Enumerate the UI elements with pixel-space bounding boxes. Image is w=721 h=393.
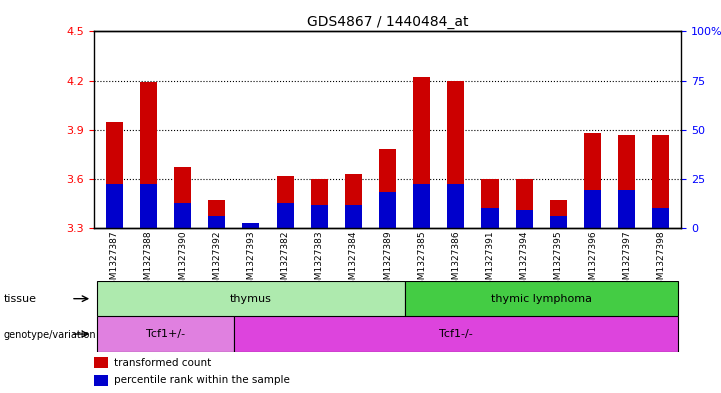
Bar [174,203,191,228]
Title: GDS4867 / 1440484_at: GDS4867 / 1440484_at [307,15,468,29]
Text: GSM1327390: GSM1327390 [178,231,187,291]
Text: thymus: thymus [230,294,272,304]
Text: GSM1327394: GSM1327394 [520,231,528,291]
Text: GSM1327392: GSM1327392 [212,231,221,291]
Text: thymic lymphoma: thymic lymphoma [491,294,592,304]
Text: percentile rank within the sample: percentile rank within the sample [115,375,290,386]
Text: genotype/variation: genotype/variation [4,330,96,340]
Text: GSM1327396: GSM1327396 [588,231,597,291]
Bar [208,217,225,228]
Bar [413,77,430,228]
Bar [413,184,430,228]
Bar [618,134,635,228]
Bar [242,223,260,228]
Text: GSM1327387: GSM1327387 [110,231,119,291]
Bar [311,205,328,228]
Bar [550,200,567,228]
Text: GSM1327386: GSM1327386 [451,231,461,291]
Bar [584,190,601,228]
Bar [94,357,108,368]
Text: GSM1327389: GSM1327389 [383,231,392,291]
Bar [234,316,678,352]
Bar [447,184,464,228]
Bar [94,375,108,386]
Text: GSM1327388: GSM1327388 [144,231,153,291]
Text: GSM1327383: GSM1327383 [314,231,324,291]
Bar [653,208,669,228]
Text: GSM1327391: GSM1327391 [485,231,495,291]
Bar [516,179,533,228]
Bar [242,223,260,228]
Bar [345,174,362,228]
Text: Tcf1+/-: Tcf1+/- [146,329,185,339]
Bar [311,179,328,228]
Text: GSM1327382: GSM1327382 [280,231,290,291]
Text: GSM1327384: GSM1327384 [349,231,358,291]
Bar [379,192,396,228]
Bar [106,121,123,228]
Text: GSM1327398: GSM1327398 [656,231,665,291]
Text: transformed count: transformed count [115,358,211,368]
Bar [97,316,234,352]
Bar [482,208,498,228]
Text: GSM1327395: GSM1327395 [554,231,563,291]
Bar [174,167,191,228]
Text: GSM1327393: GSM1327393 [247,231,255,291]
Bar [618,190,635,228]
Bar [277,203,293,228]
Bar [208,200,225,228]
Bar [482,179,498,228]
Text: Tcf1-/-: Tcf1-/- [439,329,473,339]
Bar [653,134,669,228]
Bar [106,184,123,228]
Bar [379,149,396,228]
Text: GSM1327385: GSM1327385 [417,231,426,291]
Text: GSM1327397: GSM1327397 [622,231,631,291]
Bar [345,205,362,228]
Bar [140,184,157,228]
Bar [97,281,404,316]
Bar [516,210,533,228]
Bar [550,217,567,228]
Bar [584,133,601,228]
Bar [404,281,678,316]
Bar [447,81,464,228]
Text: tissue: tissue [4,294,37,305]
Bar [140,82,157,228]
Bar [277,176,293,228]
